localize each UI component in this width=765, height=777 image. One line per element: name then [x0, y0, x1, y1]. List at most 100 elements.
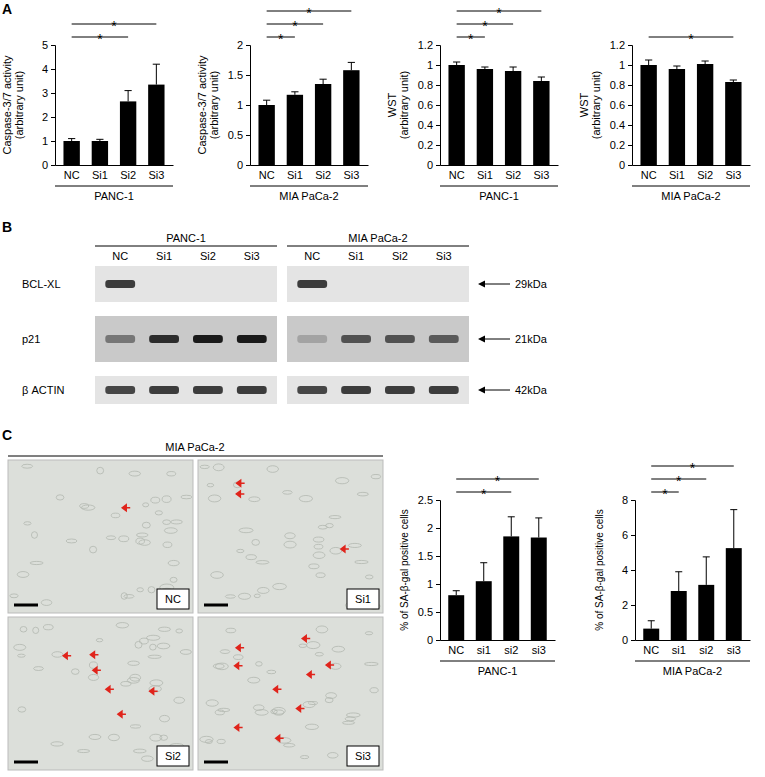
significance-label: *	[662, 486, 668, 502]
band	[341, 280, 371, 288]
y-axis: 00.511.522.5	[418, 494, 441, 646]
cell-texture	[239, 528, 253, 533]
cell-texture	[299, 495, 312, 501]
tick-label: Si3	[533, 169, 549, 181]
x-label: PANC-1	[478, 665, 518, 677]
tick: 1.5	[418, 550, 440, 562]
y-label: (arbitrary unit)	[13, 71, 25, 139]
error-bar	[96, 139, 103, 141]
senescent-cell-arrow	[106, 686, 114, 692]
band	[105, 335, 135, 343]
tick-mark	[631, 605, 635, 606]
error-stem	[648, 60, 649, 65]
tick: 1	[237, 99, 250, 111]
tick: 0	[619, 159, 632, 171]
cell-texture	[130, 725, 141, 728]
lane-label: Si2	[200, 250, 216, 262]
cell-texture	[254, 594, 260, 598]
chart: 00.20.40.60.811.2NCSi1Si2Si3MIA PaCa-2WS…	[578, 31, 751, 202]
cell-line-label: PANC-1	[166, 232, 206, 244]
cell-texture	[33, 627, 39, 633]
tick: 1.5	[228, 69, 250, 81]
lane-label: Si1	[348, 250, 364, 262]
error-cap	[96, 139, 103, 140]
error-bar	[648, 621, 655, 629]
cell-texture	[168, 560, 179, 565]
lane-label: Si3	[436, 250, 452, 262]
cell-texture	[96, 639, 103, 642]
tick-label: 1	[427, 59, 433, 71]
band	[105, 280, 135, 288]
tick-label: NC	[449, 169, 465, 181]
tick: si1	[477, 640, 491, 656]
tick-mark	[436, 640, 440, 641]
y-axis: 00.511.52	[228, 39, 251, 171]
panel-label: A	[2, 1, 12, 17]
tick-label: 0.2	[418, 139, 433, 151]
size-label: 29kDa	[515, 278, 548, 290]
size-label: 42kDa	[515, 384, 548, 396]
senescent-cell-arrow	[276, 735, 284, 741]
tick-label: NC	[448, 644, 464, 656]
cell-texture	[142, 522, 150, 528]
tick-label: Si1	[477, 169, 493, 181]
plot-area	[448, 517, 546, 640]
senescent-cell-arrow	[307, 672, 315, 678]
cell-texture	[283, 743, 294, 746]
significance-label: *	[482, 18, 488, 34]
tick-label: 1.2	[610, 39, 625, 51]
y-label: (arbitrary unit)	[398, 71, 410, 139]
cell-texture	[31, 532, 37, 539]
tick: NC	[448, 640, 464, 656]
tick: 0	[427, 159, 440, 171]
protein-label: BCL-XL	[22, 278, 61, 290]
error-cap	[535, 517, 542, 518]
bar	[698, 585, 714, 640]
tick: 2.5	[418, 494, 440, 506]
cell-texture	[162, 496, 171, 503]
senescent-cell-arrow	[235, 724, 243, 730]
error-bar	[125, 91, 132, 102]
cell-texture	[158, 627, 170, 631]
senescent-cell-arrow	[118, 711, 126, 717]
tick-mark	[436, 105, 440, 106]
bar	[531, 538, 547, 640]
band	[149, 280, 179, 288]
significance-label: *	[676, 473, 682, 489]
tick-label: 0	[427, 159, 433, 171]
significance-label: *	[306, 5, 312, 21]
cell-texture	[176, 629, 183, 633]
error-stem	[541, 77, 542, 81]
cell-texture	[300, 756, 308, 759]
tick: 0	[622, 634, 635, 646]
scale-bar	[204, 761, 228, 764]
group-line	[250, 186, 368, 187]
tick-mark	[436, 500, 440, 501]
arrow-head	[478, 387, 485, 394]
bar	[726, 548, 742, 640]
chart: 012345NCSi1Si2Si3PANC-1Caspase-3/7 activ…	[1, 18, 174, 202]
y-axis: 00.20.40.60.811.2	[418, 39, 441, 171]
tick: 3	[42, 87, 55, 99]
x-label: MIA PaCa-2	[663, 665, 722, 677]
chart: 00.511.52NCSi1Si2Si3MIA PaCa-2Caspase-3/…	[196, 5, 369, 202]
tick: 1.2	[610, 39, 632, 51]
cell-texture	[171, 520, 183, 524]
cell-texture	[89, 734, 101, 739]
cell-texture	[255, 710, 268, 716]
tick: Si3	[725, 165, 741, 181]
error-stem	[733, 510, 734, 549]
cell-texture	[163, 520, 171, 525]
panel-label: C	[2, 427, 12, 443]
tick: 0.8	[610, 79, 632, 91]
senescent-cell-arrow	[235, 663, 243, 669]
panel-tag-box	[157, 746, 189, 766]
axis-line	[633, 165, 751, 166]
tick: NC	[64, 165, 80, 181]
band	[385, 280, 415, 288]
band	[429, 280, 459, 288]
bar	[640, 65, 656, 165]
tick-label: si1	[477, 644, 491, 656]
bar	[343, 70, 359, 165]
band	[237, 386, 267, 394]
